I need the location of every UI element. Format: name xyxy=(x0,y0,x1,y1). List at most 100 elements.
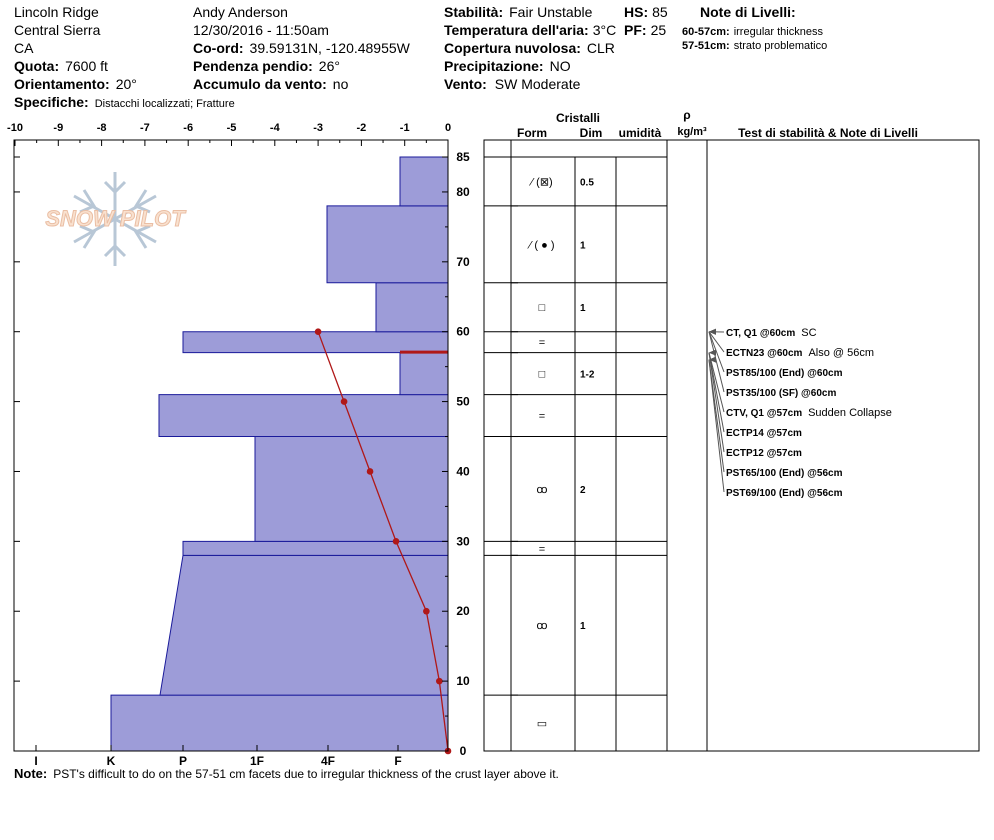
stability-test-label: CTV, Q1 @57cm xyxy=(726,408,802,419)
layer-note-text: strato problematico xyxy=(734,40,828,52)
precip-value: NO xyxy=(550,58,571,74)
crystal-form: = xyxy=(539,337,545,349)
stability-test: PST35/100 (SF) @60cm xyxy=(726,388,836,399)
height-tick-label: 30 xyxy=(456,534,470,548)
coords-label: Co-ord: xyxy=(193,40,244,56)
crystal-form: ⁄ (⊠) xyxy=(528,176,552,188)
stability-test: ECTP14 @57cm xyxy=(726,428,802,439)
height-tick-label: 50 xyxy=(456,395,470,409)
hardness-layer xyxy=(326,205,449,284)
test-arrowhead xyxy=(709,356,716,363)
svg-text:Co-ord:39.59131N, -120.48955W: Co-ord: 39.59131N, -120.48955W xyxy=(193,40,411,56)
height-tick-label: 80 xyxy=(456,185,470,199)
height-tick-label: 70 xyxy=(456,255,470,269)
crystal-form: ꝏ xyxy=(536,484,547,496)
air-temp-value: 3°C xyxy=(593,22,617,38)
hardness-layer xyxy=(254,436,449,542)
temperature-tick-label: -6 xyxy=(183,122,193,134)
hardness-layer xyxy=(158,394,449,438)
stability-test-label: CT, Q1 @60cm xyxy=(726,328,795,339)
temperature-tick-label: -8 xyxy=(97,122,107,134)
svg-text:Specifiche:Distacchi localizza: Specifiche: Distacchi localizzati; Frattu… xyxy=(14,94,235,110)
snowflake-icon xyxy=(73,172,157,266)
stability-test: PST85/100 (End) @60cm xyxy=(726,368,843,379)
moisture-header: umidità xyxy=(619,126,662,140)
hardness-tick-label: F xyxy=(394,754,401,768)
crystal-size: 1-2 xyxy=(580,370,595,381)
observer: Andy Anderson xyxy=(193,4,288,20)
layer-note: 57-51cm: strato problematico xyxy=(682,40,827,52)
test-leader xyxy=(708,352,725,413)
crystal-form: = xyxy=(539,411,545,423)
air-temp-label: Temperatura dell'aria: xyxy=(444,22,589,38)
stability-test: CT, Q1 @60cm SC xyxy=(726,327,817,339)
tests-header: Test di stabilità & Note di Livelli xyxy=(738,126,918,140)
note: Note: PST's difficult to do on the 57-51 … xyxy=(14,766,559,781)
snowpilot-wordmark: SNOW PILOT xyxy=(45,206,186,231)
stability-test: CTV, Q1 @57cm Sudden Collapse xyxy=(726,407,892,419)
svg-text:Pendenza pendio:26°: Pendenza pendio: 26° xyxy=(193,58,340,74)
aspect-label: Orientamento: xyxy=(14,76,110,92)
svg-text:Vento:SW Moderate: Vento: SW Moderate xyxy=(444,76,581,92)
crystal-form: □ xyxy=(539,302,546,314)
hardness-axis: I K P 1F 4F F xyxy=(34,745,402,768)
crystal-size: 0.5 xyxy=(580,177,594,188)
stability-test-comment: SC xyxy=(801,327,816,339)
sky-label: Copertura nuvolosa: xyxy=(444,40,581,56)
wind-label: Vento: xyxy=(444,76,487,92)
height-tick-label: 10 xyxy=(456,674,470,688)
test-leader xyxy=(708,352,725,453)
stability-test-label: ECTP12 @57cm xyxy=(726,448,802,459)
crystal-size: 1 xyxy=(580,621,586,632)
stability-label: Stabilità: xyxy=(444,4,503,20)
hardness-temperature-plot: -10 -9 -8 -7 -6 -5 -4 -3 -2 -1 0 01020304050607080… xyxy=(7,122,470,768)
hardness-layer xyxy=(182,540,449,556)
note-text: PST's difficult to do on the 57-51 cm fa… xyxy=(53,767,559,781)
crystal-form: ꝏ xyxy=(536,620,547,632)
pf-value: 25 xyxy=(651,22,667,38)
temperature-tick-label: -4 xyxy=(270,122,281,134)
svg-text:Quota:7600 ft: Quota: 7600 ft xyxy=(14,58,108,74)
crystal-rows: ⁄ (⊠) 0.5 ⁄ ( ● ) 1 □ 1 = □ 1-2 = ꝏ 2 = ꝏ 1 ▭ xyxy=(484,156,667,730)
table-frame xyxy=(483,139,980,752)
hardness-layer xyxy=(375,282,449,333)
location-name: Lincoln Ridge xyxy=(14,4,99,20)
snowpilot-logo: SNOW PILOT xyxy=(45,172,187,266)
rho-header: ρ xyxy=(683,108,690,122)
hardness-tick-label: 4F xyxy=(321,754,335,768)
temperature-point xyxy=(366,468,374,475)
stability-value: Fair Unstable xyxy=(509,4,592,20)
svg-text:Copertura nuvolosa:CLR: Copertura nuvolosa: CLR xyxy=(444,40,615,56)
svg-text:HS:85: HS: 85 xyxy=(624,4,668,20)
crystals-header: Cristalli xyxy=(556,111,600,125)
aspect-value: 20° xyxy=(116,76,137,92)
density-unit-header: kg/m³ xyxy=(677,126,707,138)
test-arrowhead xyxy=(709,349,716,356)
layer-note-range: 57-51cm: xyxy=(682,40,730,52)
layer-note: 60-57cm: irregular thickness xyxy=(682,26,823,38)
wind-loading-label: Accumulo da vento: xyxy=(193,76,327,92)
hardness-layer xyxy=(182,331,449,354)
size-header: Dim xyxy=(580,126,603,140)
layer-notes-title: Note di Livelli: xyxy=(700,4,796,20)
svg-text:PF:25: PF: 25 xyxy=(624,22,666,38)
temperature-point xyxy=(423,607,430,615)
stability-test-label: PST65/100 (End) @56cm xyxy=(726,468,843,479)
test-leader xyxy=(708,331,725,373)
temperature-tick-label: -5 xyxy=(227,122,237,134)
temperature-point xyxy=(392,538,400,545)
crystal-size: 2 xyxy=(580,485,586,496)
hardness-layer xyxy=(399,156,449,207)
height-axis: 0 10 20 30 40 50 60 70 80 85 xyxy=(14,150,470,758)
elevation-value: 7600 ft xyxy=(65,58,108,74)
region: Central Sierra xyxy=(14,22,101,38)
test-arrowhead xyxy=(709,328,716,335)
svg-text:Orientamento:20°: Orientamento: 20° xyxy=(14,76,137,92)
svg-text:Precipitazione:NO: Precipitazione: NO xyxy=(444,58,571,74)
crystal-form: □ xyxy=(539,369,546,381)
temperature-tick-label: -3 xyxy=(313,122,323,134)
coords-value: 39.59131N, -120.48955W xyxy=(250,40,411,56)
hardness-tick-label: P xyxy=(179,754,187,768)
crystal-size: 1 xyxy=(580,240,586,251)
